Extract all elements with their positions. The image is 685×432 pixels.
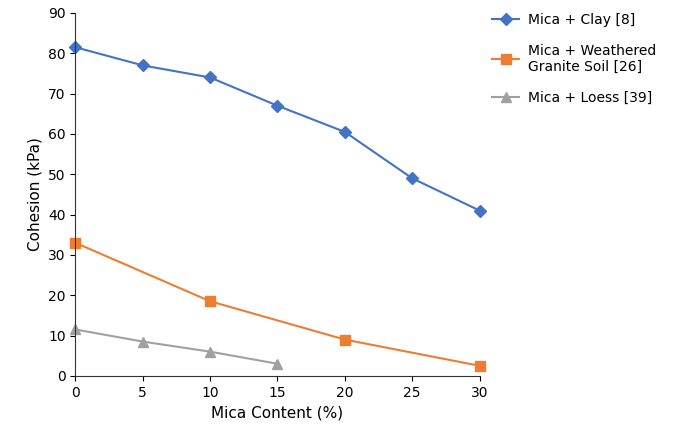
Mica + Loess [39] xyxy=(138,339,147,344)
Line: Mica + Weathered
Granite Soil [26]: Mica + Weathered Granite Soil [26] xyxy=(71,238,484,371)
Mica + Loess [39] xyxy=(71,327,79,332)
Mica + Weathered
Granite Soil [26] xyxy=(340,337,349,342)
Mica + Weathered
Granite Soil [26] xyxy=(206,299,214,304)
Mica + Loess [39] xyxy=(206,349,214,354)
Mica + Clay [8] xyxy=(206,75,214,80)
Mica + Clay [8] xyxy=(273,103,282,108)
X-axis label: Mica Content (%): Mica Content (%) xyxy=(212,405,343,420)
Mica + Weathered
Granite Soil [26] xyxy=(475,363,484,368)
Mica + Clay [8] xyxy=(138,63,147,68)
Mica + Clay [8] xyxy=(340,129,349,134)
Legend: Mica + Clay [8], Mica + Weathered
Granite Soil [26], Mica + Loess [39]: Mica + Clay [8], Mica + Weathered Granit… xyxy=(492,13,656,105)
Mica + Weathered
Granite Soil [26] xyxy=(71,240,79,245)
Line: Mica + Clay [8]: Mica + Clay [8] xyxy=(71,43,484,215)
Mica + Clay [8] xyxy=(71,44,79,50)
Mica + Clay [8] xyxy=(408,176,416,181)
Line: Mica + Loess [39]: Mica + Loess [39] xyxy=(71,324,282,368)
Mica + Loess [39] xyxy=(273,361,282,366)
Y-axis label: Cohesion (kPa): Cohesion (kPa) xyxy=(27,137,42,251)
Mica + Clay [8] xyxy=(475,208,484,213)
